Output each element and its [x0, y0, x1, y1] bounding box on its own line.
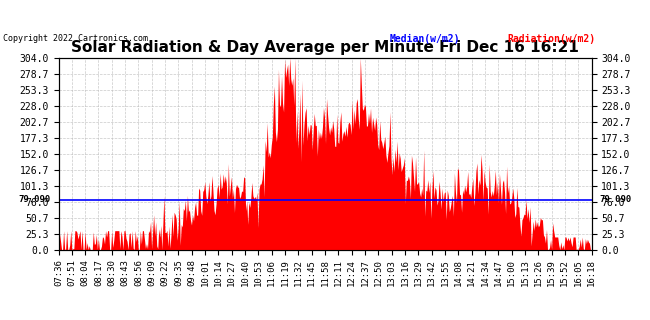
- Text: Copyright 2022 Cartronics.com: Copyright 2022 Cartronics.com: [3, 34, 148, 43]
- Text: Median(w/m2): Median(w/m2): [390, 34, 460, 44]
- Title: Solar Radiation & Day Average per Minute Fri Dec 16 16:21: Solar Radiation & Day Average per Minute…: [71, 40, 579, 55]
- Text: Radiation(w/m2): Radiation(w/m2): [507, 34, 595, 44]
- Text: 79.090: 79.090: [600, 195, 632, 204]
- Text: 79.090: 79.090: [18, 195, 50, 204]
